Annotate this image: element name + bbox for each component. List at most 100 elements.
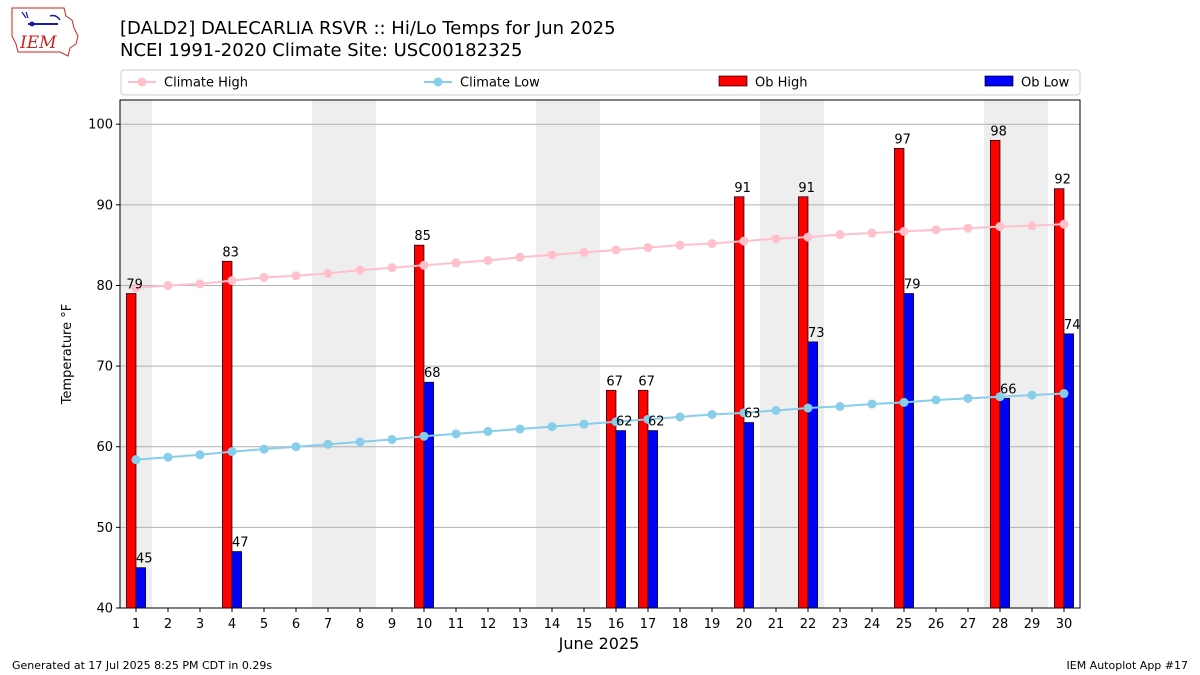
climate-lines — [131, 219, 1069, 465]
x-axis-label: June 2025 — [558, 634, 640, 653]
ob-low-bar — [903, 293, 914, 609]
ob-low-bar — [615, 430, 626, 609]
ob-low-bar — [423, 381, 434, 609]
x-tick-label: 28 — [992, 617, 1009, 632]
x-tick-label: 8 — [356, 617, 364, 632]
chart-subtitle: NCEI 1991-2020 Climate Site: USC00182325 — [120, 40, 523, 61]
y-axis-label: Temperature °F — [60, 304, 75, 405]
x-tick-label: 25 — [896, 617, 913, 632]
x-tick-label: 11 — [448, 617, 465, 632]
legend-swatch-marker — [137, 77, 147, 87]
x-tick-label: 16 — [608, 617, 625, 632]
climate-high-point — [835, 230, 845, 240]
legend-label: Ob High — [755, 76, 808, 91]
x-tick-label: 10 — [416, 617, 433, 632]
climate-low-point — [387, 434, 397, 444]
climate-low-point — [579, 419, 589, 429]
climate-high-point — [515, 252, 525, 262]
climate-low-point — [835, 401, 845, 411]
climate-low-point — [515, 424, 525, 434]
x-tick-label: 2 — [164, 617, 172, 632]
ob-high-label: 85 — [414, 229, 431, 244]
climate-low-point — [611, 417, 621, 427]
y-tick-label: 60 — [96, 440, 113, 455]
climate-high-point — [227, 276, 237, 286]
legend-swatch-bar — [984, 75, 1014, 87]
x-tick-label: 5 — [260, 617, 268, 632]
ob-high-bar — [894, 148, 905, 609]
climate-low-point — [739, 408, 749, 418]
climate-low-point — [163, 452, 173, 462]
ob-high-bar — [734, 196, 745, 609]
y-tick-label: 100 — [88, 118, 113, 133]
climate-high-point — [483, 255, 493, 265]
x-tick-label: 30 — [1056, 617, 1073, 632]
climate-low-point — [483, 426, 493, 436]
climate-low-point — [291, 442, 301, 452]
climate-high-point — [355, 265, 365, 275]
ob-low-label: 74 — [1064, 318, 1081, 333]
climate-high-point — [579, 247, 589, 257]
ob-low-label: 68 — [424, 366, 441, 381]
ob-low-label: 73 — [808, 326, 825, 341]
ob-low-label: 63 — [744, 407, 761, 422]
climate-low-point — [675, 412, 685, 422]
climate-high-point — [803, 232, 813, 242]
climate-low-point — [643, 414, 653, 424]
climate-high-point — [131, 283, 141, 293]
climate-high-point — [387, 263, 397, 273]
x-tick-label: 24 — [864, 617, 881, 632]
x-tick-label: 26 — [928, 617, 945, 632]
climate-high-point — [419, 260, 429, 270]
y-tick-label: 40 — [96, 602, 113, 617]
y-tick-label: 80 — [96, 279, 113, 294]
climate-low-point — [195, 450, 205, 460]
climate-high-point — [995, 222, 1005, 232]
ob-low-bar — [999, 397, 1010, 609]
climate-low-point — [867, 399, 877, 409]
climate-high-point — [163, 280, 173, 290]
climate-low-point — [771, 405, 781, 415]
x-tick-label: 1 — [132, 617, 140, 632]
weekend-shade — [760, 100, 792, 608]
climate-high-point — [675, 240, 685, 250]
climate-high-line — [135, 223, 1065, 289]
weekend-shade — [568, 100, 600, 608]
climate-high-point — [195, 279, 205, 289]
ob-high-label: 98 — [990, 124, 1007, 139]
ob-high-label: 91 — [798, 181, 815, 196]
climate-low-point — [259, 444, 269, 454]
climate-high-point — [451, 258, 461, 268]
plot-frame — [119, 99, 1081, 609]
climate-high-point — [899, 226, 909, 236]
climate-high-point — [323, 268, 333, 278]
climate-low-point — [899, 397, 909, 407]
ob-low-label: 62 — [648, 415, 665, 430]
climate-low-point — [355, 437, 365, 447]
x-tick-label: 20 — [736, 617, 753, 632]
legend-label: Ob Low — [1021, 76, 1070, 91]
climate-low-point — [227, 447, 237, 457]
climate-high-point — [1027, 221, 1037, 231]
ob-low-bar — [807, 341, 818, 609]
climate-high-point — [931, 225, 941, 235]
ob-high-bar — [990, 139, 1001, 609]
climate-high-point — [611, 245, 621, 255]
ob-high-label: 97 — [894, 132, 911, 147]
x-tick-label: 3 — [196, 617, 204, 632]
ob-low-label: 62 — [616, 415, 633, 430]
climate-low-point — [547, 422, 557, 432]
legend: Climate High Climate Low Ob High Ob Low — [120, 69, 1081, 96]
x-tick-label: 12 — [480, 617, 497, 632]
climate-low-point — [963, 393, 973, 403]
weekend-shade — [312, 100, 344, 608]
x-tick-label: 15 — [576, 617, 593, 632]
ob-high-label: 67 — [606, 374, 623, 389]
climate-high-point — [1059, 219, 1069, 229]
y-tick-label: 50 — [96, 521, 113, 536]
ob-high-bar — [222, 260, 233, 609]
climate-low-point — [451, 429, 461, 439]
footer-generated: Generated at 17 Jul 2025 8:25 PM CDT in … — [12, 659, 273, 672]
ob-high-bar — [1054, 188, 1065, 609]
x-tick-label: 29 — [1024, 617, 1041, 632]
